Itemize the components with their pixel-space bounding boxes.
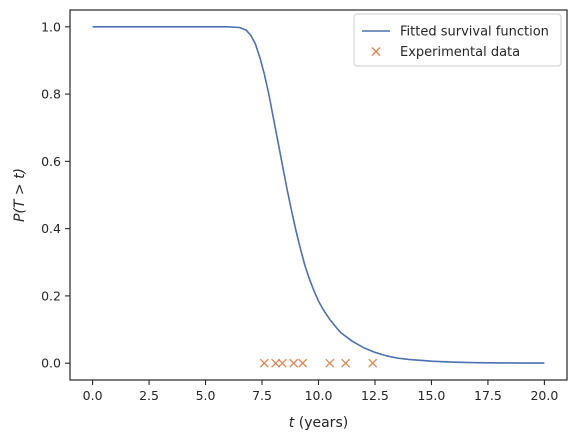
experimental-data-point	[259, 358, 269, 368]
axis-ticks: 0.0 2.5 5.0 7.5 10.0 12.5 15.0 17.5 20.0 0.0 0.2 0.…	[41, 19, 558, 403]
experimental-data-point	[298, 358, 308, 368]
y-tick-label: 0.8	[41, 87, 61, 102]
y-tick-label: 0.4	[41, 221, 61, 236]
x-tick-label: 17.5	[474, 388, 502, 403]
data-marks	[92, 26, 545, 368]
x-tick-label: 20.0	[530, 388, 558, 403]
x-axis-unit: (years)	[294, 415, 348, 431]
x-tick-label: 5.0	[196, 388, 216, 403]
fitted-survival-line	[92, 26, 545, 364]
x-tick-label: 15.0	[418, 388, 446, 403]
y-axis-label: P(T > t)	[12, 168, 28, 222]
legend: Fitted survival function Experimental da…	[353, 13, 562, 67]
legend-box	[353, 13, 562, 67]
legend-marker-swatch	[371, 47, 381, 56]
x-axis-variable: t	[289, 415, 295, 431]
x-tick-label: 2.5	[139, 388, 159, 403]
x-tick-label: 7.5	[252, 388, 272, 403]
x-axis-label: t (years)	[289, 415, 348, 431]
experimental-data-point	[325, 358, 335, 368]
experimental-data-point	[341, 358, 351, 368]
legend-label-fitted: Fitted survival function	[400, 25, 549, 40]
experimental-data-point	[368, 358, 378, 368]
y-tick-label: 0.0	[41, 356, 61, 371]
plot-area	[70, 10, 567, 380]
experimental-data-point	[277, 358, 287, 368]
y-tick-label: 0.6	[41, 154, 61, 169]
experimental-data-point	[289, 358, 299, 368]
x-tick-label: 10.0	[305, 388, 333, 403]
legend-x-marker	[371, 47, 381, 56]
legend-label-experimental: Experimental data	[400, 45, 520, 60]
y-tick-label: 0.2	[41, 288, 61, 303]
plot-frame	[69, 9, 568, 381]
experimental-data-point	[271, 358, 281, 368]
y-tick-label: 1.0	[41, 19, 61, 34]
x-tick-label: 0.0	[83, 388, 103, 403]
x-tick-label: 12.5	[361, 388, 389, 403]
